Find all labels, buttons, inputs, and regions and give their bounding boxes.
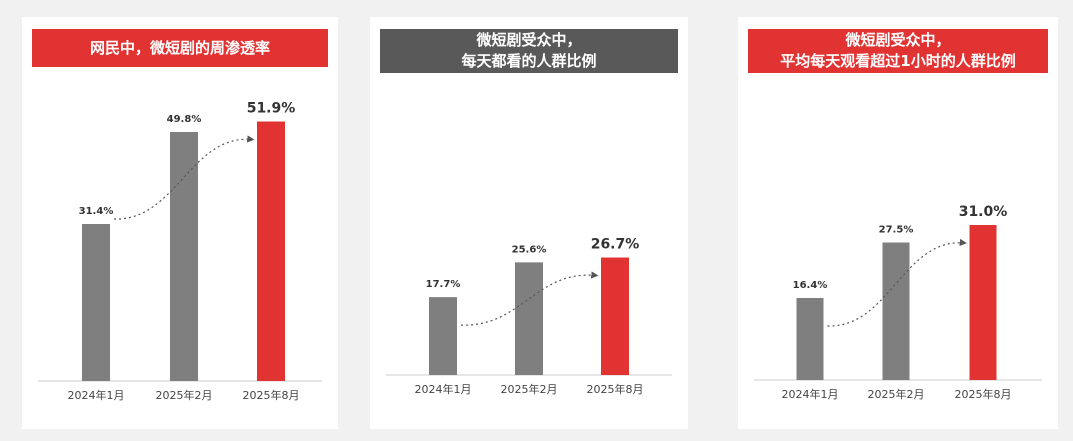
data-label: 26.7% bbox=[591, 237, 640, 253]
data-label: 51.9% bbox=[247, 101, 296, 117]
bar-chart: 17.7% 2024年1月 25.6% 2025年2月 26.7% 2025年8月 bbox=[386, 237, 672, 396]
chart-title: 网民中，微短剧的周渗透率 bbox=[32, 29, 328, 67]
bar-2 bbox=[882, 242, 910, 380]
chart-title-line: 网民中，微短剧的周渗透率 bbox=[89, 38, 270, 57]
chart-title-line: 平均每天观看超过1小时的人群比例 bbox=[780, 52, 1016, 70]
x-tick-label: 2025年2月 bbox=[868, 387, 925, 401]
bar-3 bbox=[969, 225, 997, 380]
x-tick-label: 2025年8月 bbox=[243, 388, 300, 402]
bar-1 bbox=[796, 298, 824, 380]
bar-chart: 16.4% 2024年1月 27.5% 2025年2月 31.0% 2025年8月 bbox=[754, 204, 1042, 401]
data-label: 31.4% bbox=[79, 206, 114, 217]
bar-1 bbox=[429, 297, 457, 375]
x-tick-label: 2024年1月 bbox=[782, 387, 839, 401]
bar-3 bbox=[601, 257, 629, 375]
bar-2 bbox=[170, 132, 198, 381]
data-label: 49.8% bbox=[167, 114, 202, 125]
trend-arrow bbox=[113, 135, 255, 220]
chart-title-line: 微短剧受众中， bbox=[476, 31, 582, 49]
data-label: 17.7% bbox=[426, 279, 461, 290]
panel-weekly-penetration: 网民中，微短剧的周渗透率 31.4% 2024年1月 49.8% 2025年2月 51.… bbox=[22, 17, 338, 429]
x-tick-label: 2024年1月 bbox=[415, 382, 472, 396]
chart-title: 微短剧受众中， 平均每天观看超过1小时的人群比例 bbox=[748, 29, 1048, 73]
bar-2 bbox=[515, 262, 543, 375]
panel-over-one-hour-viewers: 微短剧受众中， 平均每天观看超过1小时的人群比例 16.4% 2024年1月 27.5… bbox=[738, 17, 1058, 429]
x-tick-label: 2024年1月 bbox=[68, 388, 125, 402]
data-label: 31.0% bbox=[959, 204, 1008, 220]
chart-title: 微短剧受众中， 每天都看的人群比例 bbox=[380, 29, 678, 73]
x-tick-label: 2025年8月 bbox=[587, 382, 644, 396]
bar-chart: 31.4% 2024年1月 49.8% 2025年2月 51.9% 2025年8月 bbox=[38, 101, 322, 402]
trend-arrow bbox=[827, 238, 967, 327]
chart-title-line: 每天都看的人群比例 bbox=[461, 52, 597, 70]
panel-daily-viewers: 微短剧受众中， 每天都看的人群比例 17.7% 2024年1月 25.6% 2025年2… bbox=[370, 17, 688, 429]
chart-title-line: 微短剧受众中， bbox=[845, 31, 951, 49]
x-tick-label: 2025年8月 bbox=[955, 387, 1012, 401]
data-label: 16.4% bbox=[793, 280, 828, 291]
bar-1 bbox=[82, 224, 110, 381]
bar-3 bbox=[257, 121, 285, 381]
data-label: 27.5% bbox=[879, 225, 914, 236]
x-tick-label: 2025年2月 bbox=[501, 382, 558, 396]
data-label: 25.6% bbox=[512, 244, 547, 255]
x-tick-label: 2025年2月 bbox=[156, 388, 213, 402]
